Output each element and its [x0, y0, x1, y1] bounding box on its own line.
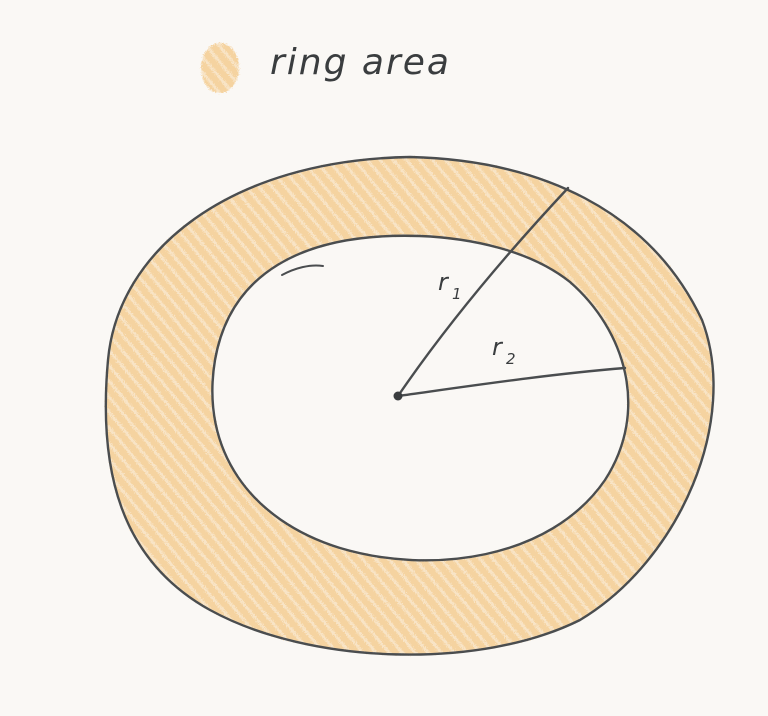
radius-outer-line	[396, 186, 570, 398]
radius-inner-letter: r	[492, 333, 504, 361]
legend-label: ring area	[270, 42, 451, 83]
legend-swatch	[201, 43, 239, 93]
radius-outer-label: r 1	[438, 268, 462, 303]
outer-circle	[104, 155, 715, 656]
inner-circle	[211, 234, 630, 562]
radius-outer-letter: r	[438, 268, 450, 296]
ring-fill	[105, 157, 714, 655]
radius-inner-subscript: 2	[506, 350, 516, 368]
radius-inner-label: r 2	[492, 333, 516, 368]
center-point	[393, 391, 403, 401]
radius-outer-subscript: 1	[452, 285, 462, 303]
radius-inner-line	[396, 366, 627, 398]
sketch-overlap-stroke	[281, 264, 324, 276]
